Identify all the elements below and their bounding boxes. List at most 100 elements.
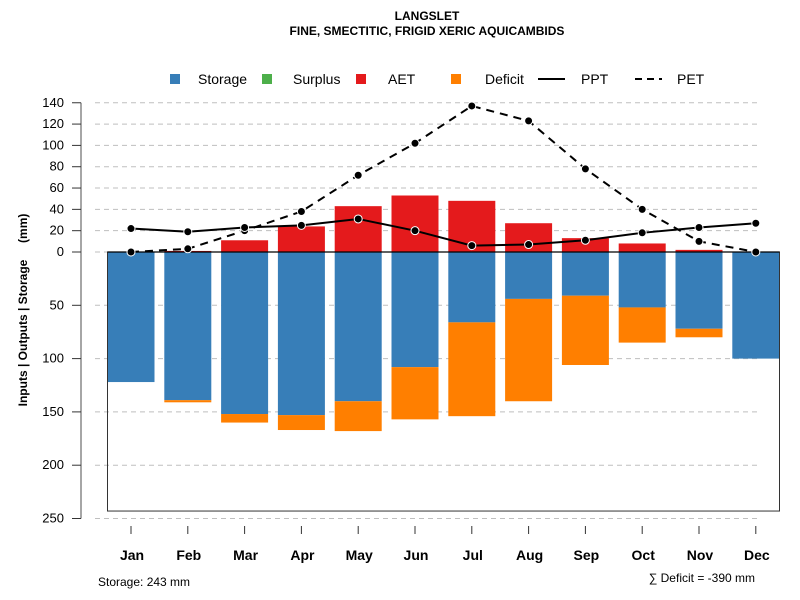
legend-label-pet: PET bbox=[677, 71, 705, 87]
pet-point-feb bbox=[183, 244, 193, 254]
bar-deficit-apr bbox=[277, 415, 325, 431]
y-tick-label: 100 bbox=[42, 137, 64, 152]
y-axis-label: Inputs | Outputs | Storage (mm) bbox=[16, 214, 30, 407]
ppt-point-oct bbox=[637, 228, 647, 238]
x-tick-label-feb: Feb bbox=[176, 547, 201, 563]
ppt-point-jun bbox=[410, 226, 420, 236]
bar-deficit-nov bbox=[675, 328, 723, 338]
ppt-point-dec bbox=[751, 218, 761, 228]
bar-aet-mar bbox=[221, 240, 269, 252]
x-tick-label-dec: Dec bbox=[744, 547, 770, 563]
bar-deficit-oct bbox=[618, 307, 666, 343]
ppt-point-nov bbox=[694, 222, 704, 232]
y-axis: 0 20 40 60 80 100 120 140 50 100 150 200 250 bbox=[42, 95, 82, 526]
y-tick-label: 60 bbox=[50, 180, 64, 195]
lines bbox=[126, 101, 761, 257]
bar-deficit-jun bbox=[391, 367, 439, 420]
bar-storage-jan bbox=[107, 252, 155, 383]
x-tick-label-may: May bbox=[346, 547, 373, 563]
bar-storage-feb bbox=[164, 252, 212, 401]
pet-point-nov bbox=[694, 236, 704, 246]
legend-label-ppt: PPT bbox=[581, 71, 609, 87]
x-tick-label-jun: Jun bbox=[404, 547, 429, 563]
bar-aet-oct bbox=[618, 243, 666, 252]
bar-storage-may bbox=[334, 252, 382, 402]
bar-aet-apr bbox=[277, 226, 325, 252]
y-tick-label: 20 bbox=[50, 223, 64, 238]
pet-point-sep bbox=[580, 164, 590, 174]
bar-storage-jul bbox=[448, 252, 496, 323]
bar-storage-aug bbox=[505, 252, 553, 299]
x-tick-label-apr: Apr bbox=[290, 547, 315, 563]
ppt-point-sep bbox=[580, 235, 590, 245]
y-tick-label: 250 bbox=[42, 511, 64, 526]
x-tick-label-jul: Jul bbox=[463, 547, 483, 563]
y-tick-label: 200 bbox=[42, 457, 64, 472]
bar-storage-oct bbox=[618, 252, 666, 308]
y-tick-label: 0 bbox=[57, 244, 64, 259]
legend-swatch-storage bbox=[170, 74, 180, 84]
x-tick-label-oct: Oct bbox=[632, 547, 656, 563]
bar-aet-jun bbox=[391, 195, 439, 252]
legend-swatch-surplus bbox=[262, 74, 272, 84]
x-tick-label-jan: Jan bbox=[120, 547, 144, 563]
x-tick-label-mar: Mar bbox=[233, 547, 258, 563]
legend-label-storage: Storage bbox=[198, 71, 247, 87]
chart-subtitle: FINE, SMECTITIC, FRIGID XERIC AQUICAMBID… bbox=[290, 24, 565, 38]
bar-storage-apr bbox=[277, 252, 325, 416]
ppt-point-jan bbox=[126, 224, 136, 234]
ppt-line bbox=[130, 217, 756, 247]
pet-point-dec bbox=[751, 247, 761, 257]
y-tick-label: 80 bbox=[50, 159, 64, 174]
bar-deficit-may bbox=[334, 401, 382, 432]
y-tick-label: 50 bbox=[50, 297, 64, 312]
bar-deficit-jul bbox=[448, 322, 496, 417]
ppt-point-jul bbox=[467, 241, 477, 251]
ppt-point-apr bbox=[296, 220, 306, 230]
x-axis: Jan Feb Mar Apr May Jun Jul Aug Sep Oct Nov Dec bbox=[120, 526, 770, 563]
bar-aet-may bbox=[334, 206, 382, 252]
pet-point-oct bbox=[637, 204, 647, 214]
x-tick-label-nov: Nov bbox=[687, 547, 714, 563]
bar-storage-jun bbox=[391, 252, 439, 368]
ppt-point-may bbox=[353, 214, 363, 224]
legend-swatch-aet bbox=[356, 74, 366, 84]
y-tick-label: 140 bbox=[42, 95, 64, 110]
bar-deficit-mar bbox=[221, 414, 269, 423]
bar-aet-nov bbox=[675, 249, 723, 252]
bar-storage-nov bbox=[675, 252, 723, 329]
y-tick-label: 150 bbox=[42, 404, 64, 419]
pet-point-jul bbox=[467, 101, 477, 111]
bar-deficit-feb bbox=[164, 400, 212, 403]
legend-label-aet: AET bbox=[388, 71, 416, 87]
legend-swatch-deficit bbox=[451, 74, 461, 84]
legend-label-deficit: Deficit bbox=[485, 71, 524, 87]
storage-frame bbox=[107, 251, 780, 512]
storage-footnote: Storage: 243 mm bbox=[98, 575, 190, 589]
ppt-point-feb bbox=[183, 227, 193, 237]
bar-deficit-aug bbox=[505, 298, 553, 402]
y-tick-label: 40 bbox=[50, 201, 64, 216]
bars bbox=[107, 195, 780, 432]
legend: Storage Surplus AET Deficit PPT PET bbox=[170, 71, 705, 87]
x-tick-label-sep: Sep bbox=[574, 547, 600, 563]
pet-point-aug bbox=[524, 116, 534, 126]
ppt-point-mar bbox=[240, 222, 250, 232]
pet-point-jun bbox=[410, 138, 420, 148]
x-tick-label-aug: Aug bbox=[516, 547, 543, 563]
ppt-point-aug bbox=[524, 240, 534, 250]
deficit-total-footnote: ∑ Deficit = -390 mm bbox=[649, 571, 755, 585]
chart-title: LANGSLET bbox=[395, 9, 460, 23]
bar-storage-mar bbox=[221, 252, 269, 415]
bar-storage-dec bbox=[732, 252, 780, 359]
y-tick-label: 120 bbox=[42, 116, 64, 131]
y-tick-label: 100 bbox=[42, 351, 64, 366]
pet-line bbox=[130, 104, 756, 253]
bar-deficit-sep bbox=[561, 295, 609, 365]
legend-label-surplus: Surplus bbox=[293, 71, 340, 87]
pet-point-may bbox=[353, 170, 363, 180]
pet-point-apr bbox=[296, 206, 306, 216]
bar-storage-sep bbox=[561, 252, 609, 296]
pet-point-jan bbox=[126, 247, 136, 257]
